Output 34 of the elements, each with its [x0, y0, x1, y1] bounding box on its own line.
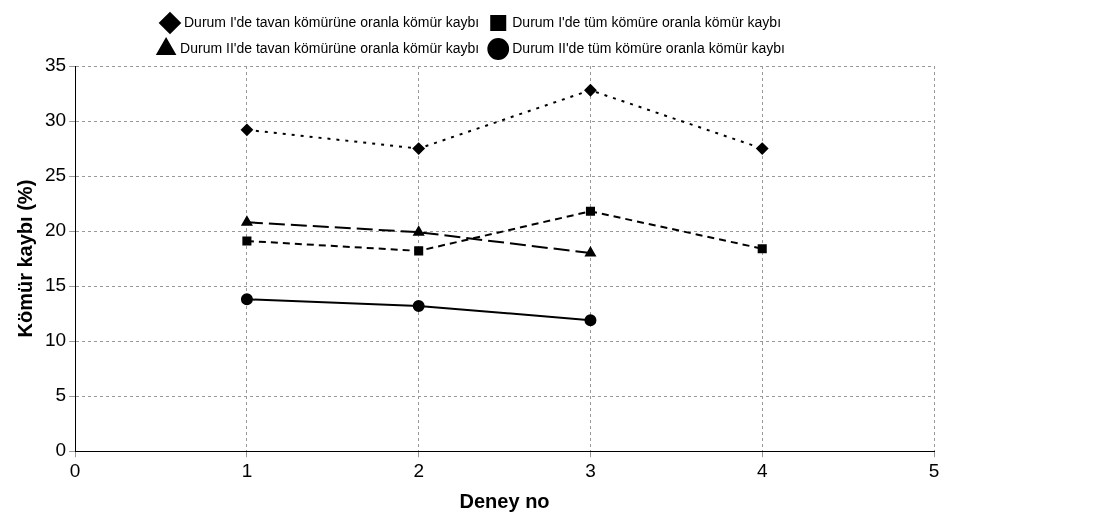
point	[414, 246, 424, 256]
x-tick-label: 5	[928, 459, 940, 481]
x-axis-title: Deney no	[459, 489, 550, 512]
point	[756, 142, 769, 155]
legend-label: Durum II'de tavan kömürüne oranla kömür kaybı	[180, 39, 480, 56]
point	[413, 226, 425, 236]
x-tick-label: 4	[756, 459, 768, 481]
y-tick-label: 15	[44, 274, 67, 296]
y-tick-label: 30	[44, 109, 67, 131]
x-tick-label: 0	[69, 459, 81, 481]
legend-label: Durum II'de tüm kömüre oranla kömür kaybı	[512, 39, 785, 56]
legend-label: Durum I'de tavan kömürüne oranla kömür kaybı	[183, 13, 480, 30]
y-tick-label: 25	[44, 164, 67, 186]
point	[584, 84, 597, 97]
point	[241, 216, 253, 226]
point	[585, 206, 595, 216]
legend-label: Durum I'de tüm kömüre oranla kömür kaybı	[512, 13, 782, 30]
point	[240, 123, 253, 136]
point	[585, 247, 596, 257]
point	[757, 244, 767, 254]
point	[240, 293, 253, 306]
x-tick-label: 2	[413, 459, 424, 481]
y-tick-label: 35	[44, 54, 67, 76]
point	[242, 236, 252, 246]
y-tick-label: 10	[44, 329, 67, 351]
x-tick-label: 3	[585, 459, 596, 481]
point	[412, 299, 425, 312]
y-axis-title: Kömür kaybı (%)	[13, 179, 36, 338]
y-tick-label: 20	[44, 219, 67, 241]
y-tick-label: 0	[55, 439, 67, 461]
point	[412, 142, 425, 155]
x-tick-label: 1	[241, 459, 253, 481]
y-tick-label: 5	[55, 384, 67, 406]
point	[584, 314, 597, 327]
